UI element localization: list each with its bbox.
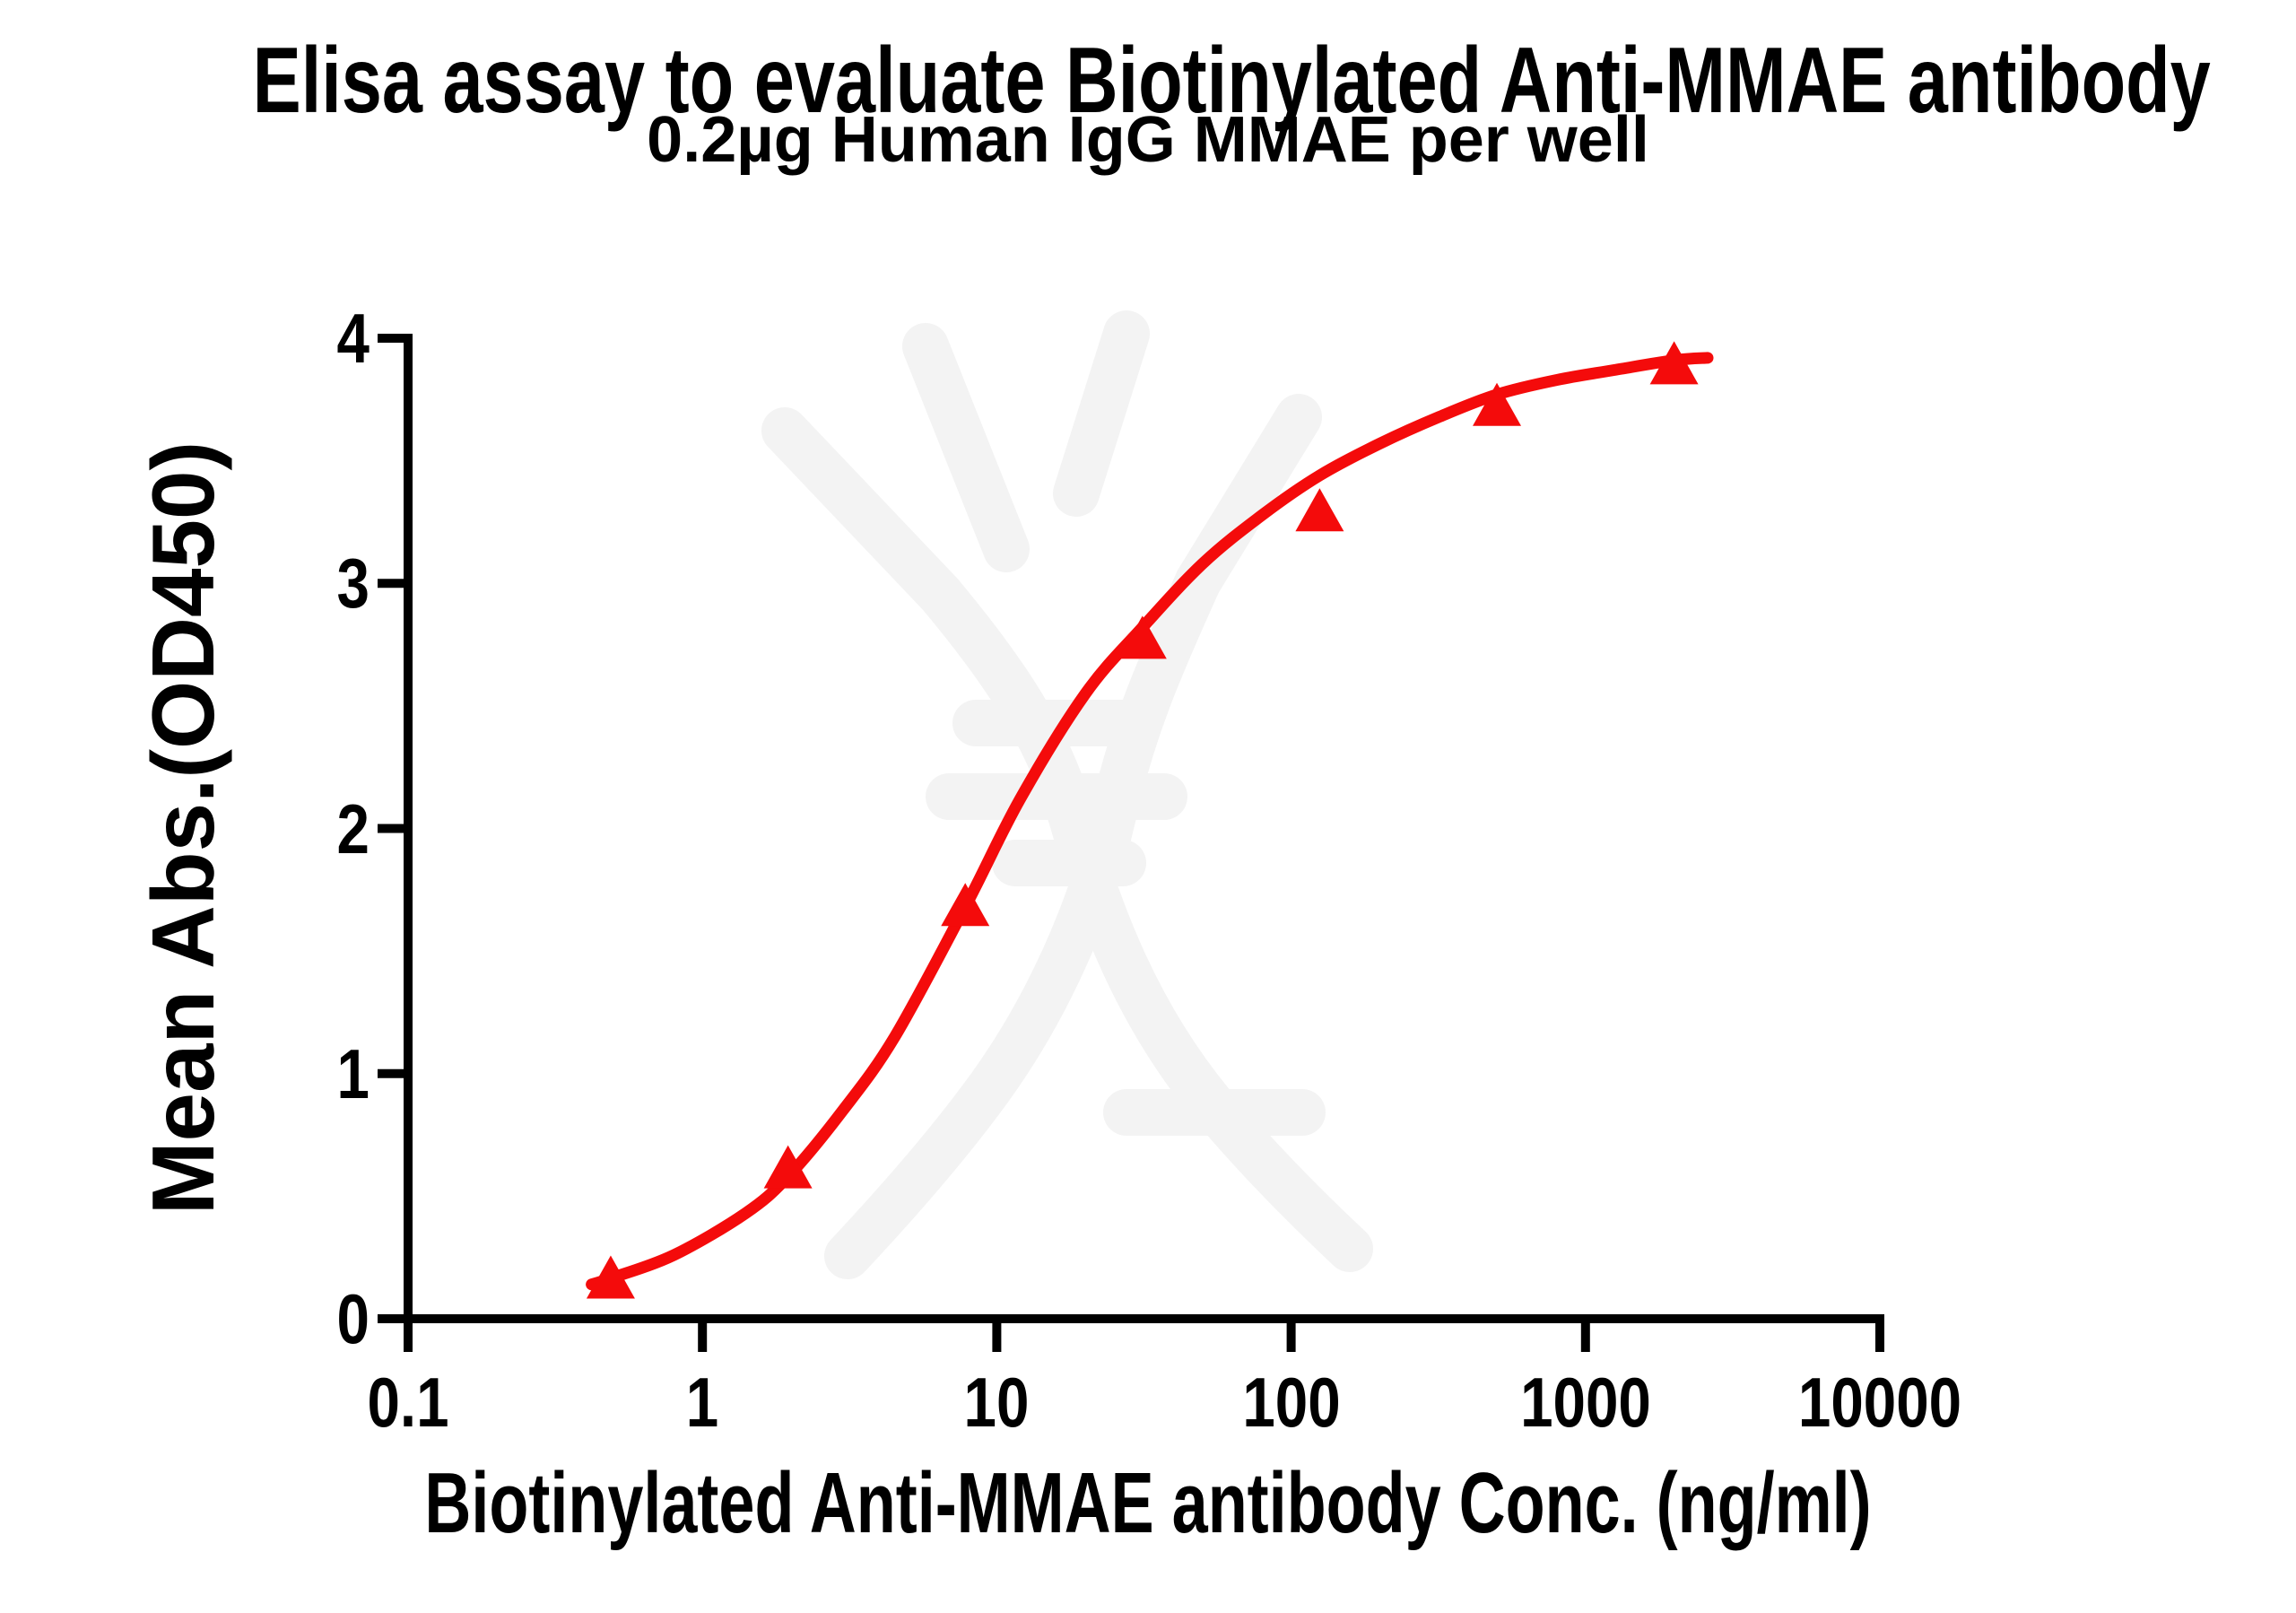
x-tick-label: 100 (1242, 1363, 1341, 1442)
y-tick-label: 2 (336, 789, 370, 868)
dna-helix-watermark-logo (761, 310, 1373, 1279)
axes (378, 334, 1884, 1352)
data-point-triangle (1295, 488, 1344, 532)
y-tick-label: 4 (336, 299, 370, 378)
x-tick-label: 10000 (1797, 1363, 1962, 1442)
x-axis-ticks (404, 1319, 1884, 1352)
chart-title: Elisa assay to evaluate Biotinylated Ant… (252, 29, 2211, 133)
chart-subtitle: 0.2µg Human IgG MMAE per well (647, 104, 1649, 176)
y-tick-label: 1 (336, 1034, 370, 1113)
y-tick-label: 3 (336, 544, 370, 623)
x-tick-label: 10 (963, 1363, 1030, 1442)
x-tick-label: 0.1 (367, 1363, 449, 1442)
y-tick-label: 0 (336, 1279, 370, 1358)
data-point-triangle (941, 883, 990, 927)
data-point-triangle (763, 1145, 813, 1189)
x-axis-label: Biotinylated Anti-MMAE antibody Conc. (n… (424, 1455, 1872, 1551)
data-point-triangle (1473, 382, 1522, 426)
data-point-triangle (1118, 615, 1167, 659)
data-point-triangle (1649, 341, 1699, 385)
x-tick-label: 1 (685, 1363, 719, 1442)
fit-curve-line (586, 352, 1714, 1291)
data-points (586, 341, 1699, 1299)
x-tick-label: 1000 (1520, 1363, 1651, 1442)
data-point-triangle (586, 1255, 635, 1299)
y-axis-ticks (378, 334, 408, 1078)
